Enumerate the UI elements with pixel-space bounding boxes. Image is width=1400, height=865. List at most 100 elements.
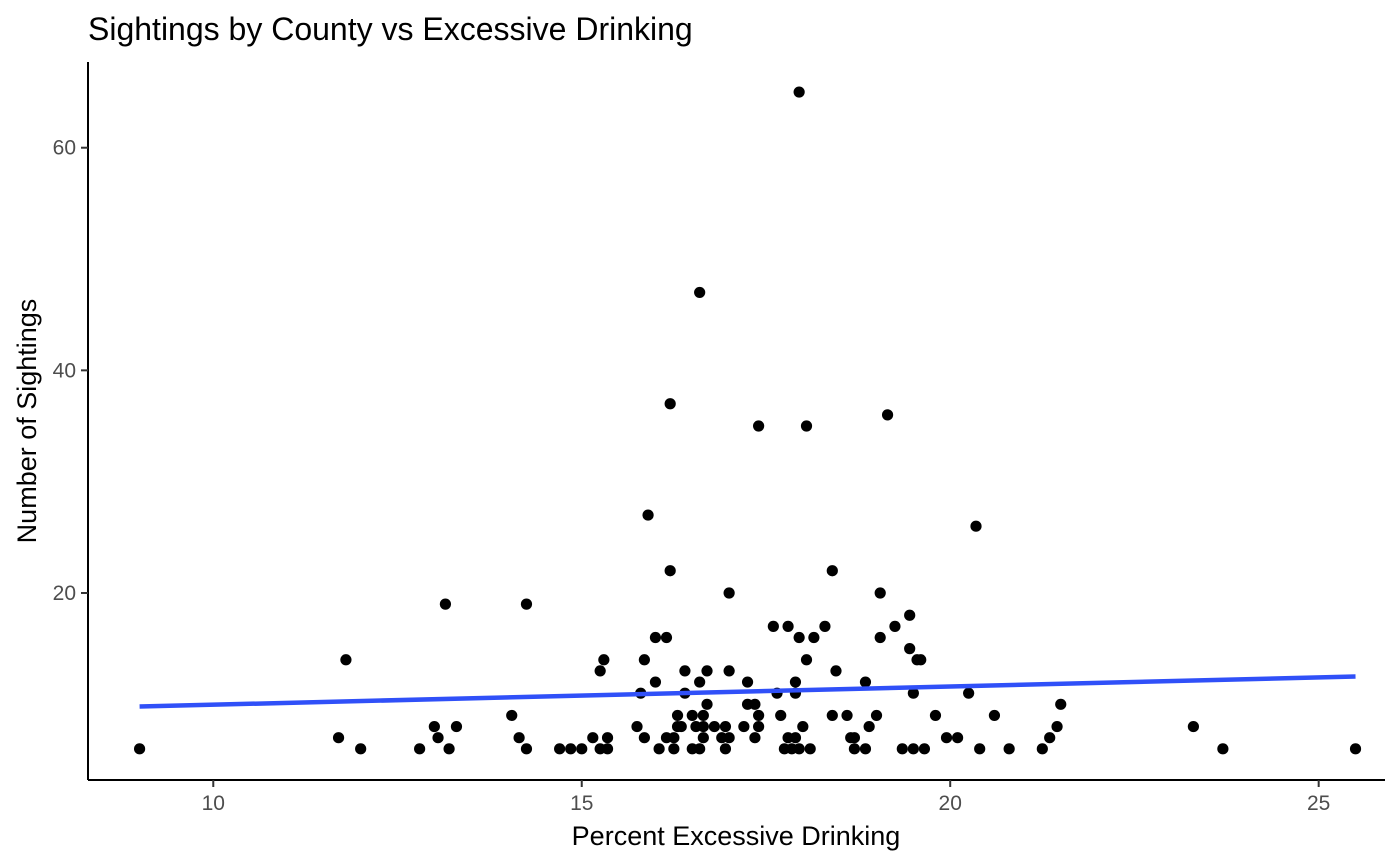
data-point: [701, 665, 713, 677]
data-point: [782, 620, 794, 632]
plot-area: [133, 86, 1362, 755]
data-point: [1217, 743, 1229, 755]
data-point: [653, 743, 665, 755]
data-point: [907, 743, 919, 755]
data-point: [889, 620, 901, 632]
data-point: [753, 420, 765, 432]
data-point: [1187, 720, 1199, 733]
data-point: [841, 709, 853, 722]
data-point: [859, 676, 872, 688]
data-point: [907, 687, 919, 699]
data-point: [723, 665, 735, 677]
data-point: [859, 743, 872, 755]
data-point: [804, 743, 816, 755]
data-point: [896, 743, 908, 755]
data-point: [694, 676, 706, 688]
data-point: [1044, 732, 1056, 744]
data-point: [554, 743, 566, 755]
data-point: [940, 732, 953, 744]
data-point: [432, 732, 444, 744]
data-point: [631, 720, 643, 733]
data-point: [642, 509, 654, 521]
data-point: [753, 709, 765, 722]
chart-title: Sightings by County vs Excessive Drinkin…: [88, 11, 693, 47]
data-point: [686, 709, 698, 722]
data-point: [775, 709, 787, 722]
data-point: [963, 687, 975, 699]
x-tick-label: 20: [939, 792, 962, 815]
x-axis-title: Percent Excessive Drinking: [572, 821, 901, 851]
data-point: [675, 720, 687, 733]
data-point: [870, 709, 883, 722]
data-point: [918, 743, 931, 755]
data-point: [988, 709, 1001, 722]
data-point: [506, 709, 518, 722]
data-point: [664, 398, 676, 410]
data-point: [697, 720, 709, 733]
data-point: [414, 743, 426, 755]
y-axis-title: Number of Sightings: [12, 299, 42, 544]
data-point: [576, 743, 588, 755]
data-point: [694, 743, 706, 755]
data-point: [929, 709, 942, 722]
data-point: [513, 732, 525, 744]
data-point: [797, 720, 809, 733]
data-point: [753, 720, 765, 733]
data-point: [970, 520, 982, 532]
data-point: [848, 732, 861, 744]
data-point: [520, 598, 533, 610]
x-axis-ticks: 10 15 20 25: [202, 780, 1330, 815]
data-point: [594, 665, 606, 677]
data-point: [638, 732, 650, 744]
data-point: [848, 743, 861, 755]
data-point: [598, 654, 610, 666]
data-point: [793, 86, 805, 98]
data-point: [793, 743, 805, 755]
data-point: [708, 720, 720, 733]
trend-line: [139, 674, 1356, 709]
x-tick-label: 15: [570, 792, 593, 815]
data-point: [830, 665, 842, 677]
data-point: [767, 620, 779, 632]
data-point: [738, 720, 750, 733]
data-point: [679, 665, 691, 677]
data-point: [664, 565, 676, 577]
data-point: [789, 676, 802, 688]
data-point: [520, 743, 533, 755]
data-point: [719, 720, 732, 733]
y-tick-label: 60: [53, 137, 76, 160]
data-point: [874, 587, 886, 599]
data-point: [649, 631, 662, 644]
data-point: [668, 743, 680, 755]
data-point: [1349, 743, 1362, 755]
x-tick-label: 10: [202, 792, 225, 815]
data-point: [974, 743, 986, 755]
data-point: [439, 598, 452, 610]
data-point: [701, 698, 713, 710]
data-point: [819, 620, 831, 632]
y-axis-ticks: 20 40 60: [53, 137, 88, 605]
data-point: [881, 409, 894, 421]
data-point: [450, 720, 463, 733]
data-point: [749, 732, 761, 744]
data-point: [638, 654, 650, 666]
x-tick-label: 25: [1307, 792, 1330, 815]
data-point: [694, 286, 706, 299]
data-point: [668, 732, 680, 744]
data-point: [808, 631, 820, 644]
data-point: [133, 743, 146, 755]
data-point: [800, 654, 813, 666]
data-point: [723, 587, 735, 599]
data-point: [697, 709, 709, 722]
data-point: [874, 631, 886, 644]
data-point: [904, 643, 916, 655]
data-point: [789, 732, 802, 744]
data-point: [443, 743, 455, 755]
data-point: [601, 732, 614, 744]
data-point: [565, 743, 577, 755]
data-point: [428, 720, 440, 733]
data-point: [1051, 720, 1063, 733]
data-point: [951, 732, 964, 744]
y-tick-label: 40: [53, 359, 76, 382]
